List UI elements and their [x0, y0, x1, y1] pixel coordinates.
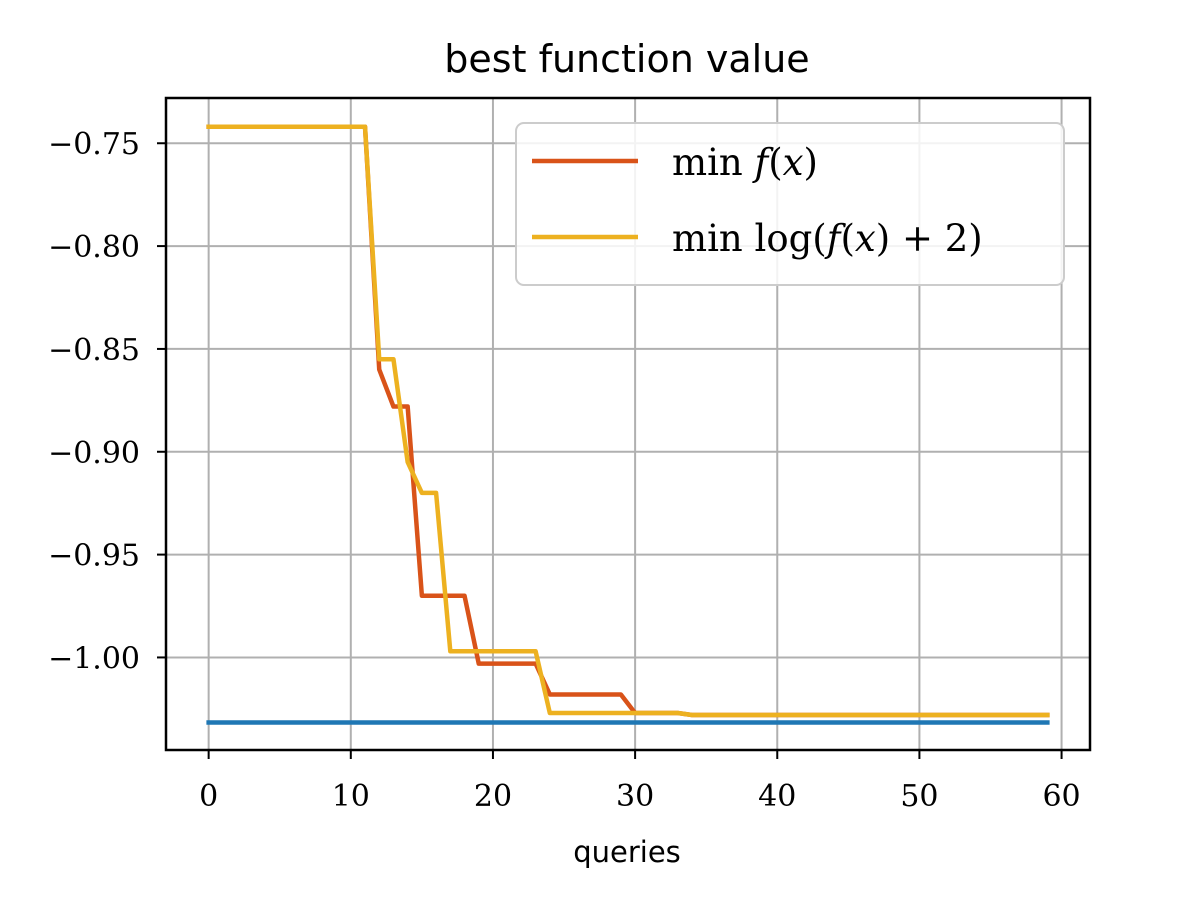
ticks-layer: 0 10 20 30 40 50 60 −0.75 −0.80 −0.85 −0.90 −0.95 −1… [48, 127, 1081, 814]
x-tick-label: 40 [758, 779, 796, 814]
y-tick-label: −0.80 [48, 230, 140, 265]
legend-box [515, 122, 1065, 286]
x-tick-label: 60 [1042, 779, 1080, 814]
x-tick-label: 50 [900, 779, 938, 814]
series-layer [206, 124, 1050, 725]
y-tick-label: −0.95 [48, 539, 140, 574]
series-line-min-log [206, 124, 1050, 718]
x-tick-label: 30 [616, 779, 654, 814]
y-tick-label: −0.85 [48, 333, 140, 368]
axes-frame [164, 96, 1092, 752]
y-tick-label: −0.90 [48, 436, 140, 471]
y-tick-label: −1.00 [48, 641, 140, 676]
legend-label-min-f: min f(x) [672, 141, 818, 184]
x-tick-label: 0 [199, 779, 218, 814]
chart-title: best function value [444, 37, 809, 81]
legend: min f(x) min log(f(x) + 2) [515, 122, 1065, 286]
x-tick-label: 10 [332, 779, 370, 814]
x-axis-label: queries [573, 835, 681, 869]
grid-layer [166, 98, 1090, 750]
x-tick-label: 20 [474, 779, 512, 814]
legend-label-min-log: min log(f(x) + 2) [672, 217, 983, 260]
y-tick-label: −0.75 [48, 127, 140, 162]
